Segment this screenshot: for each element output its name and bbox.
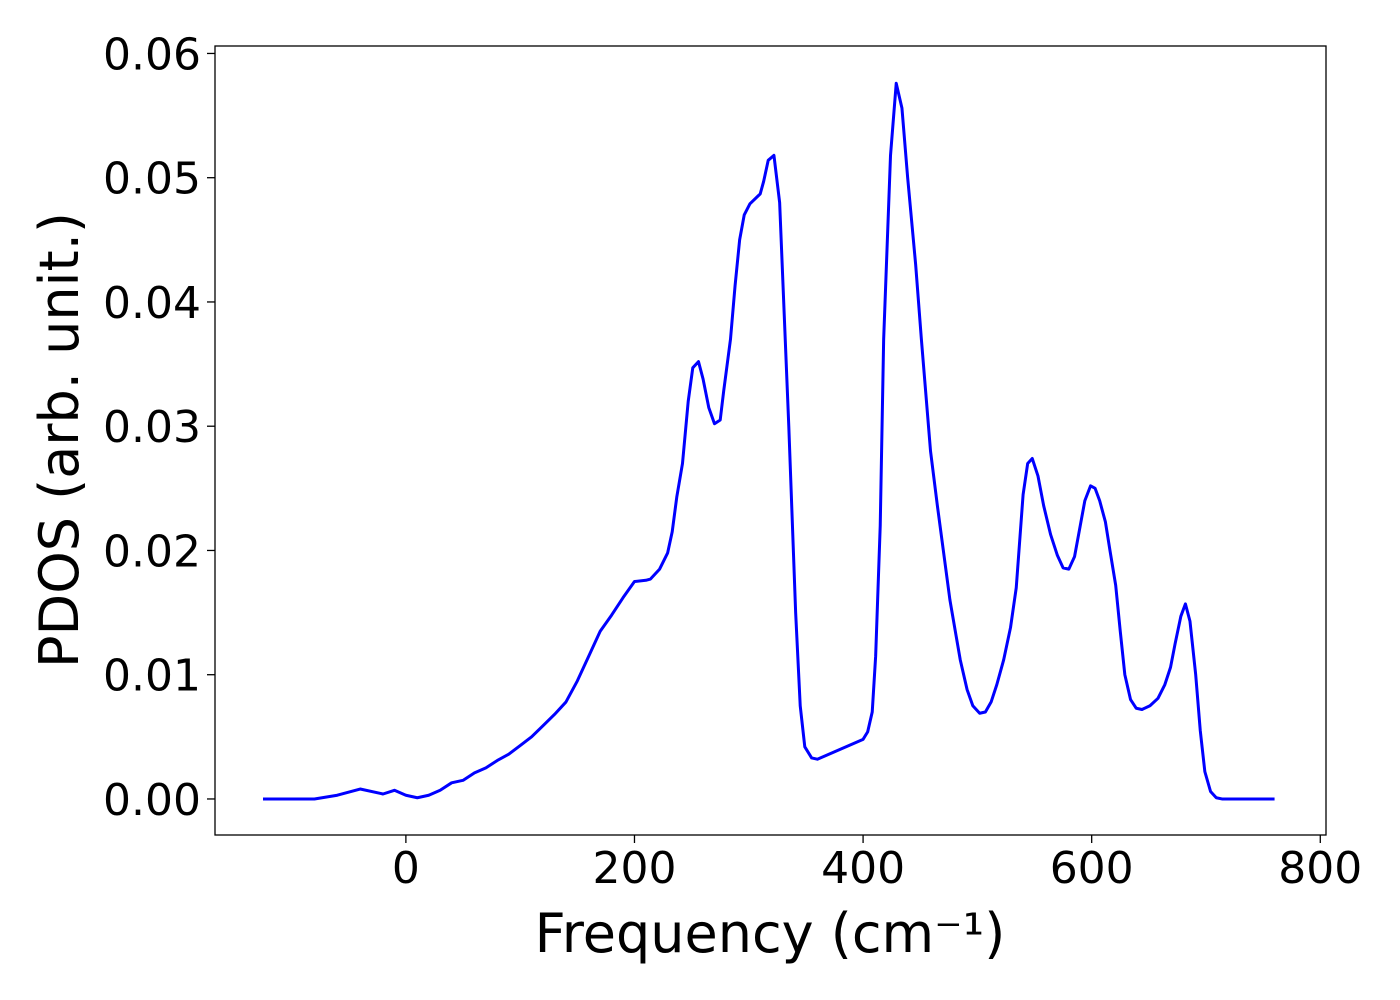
x-tick-label: 800 [1278, 843, 1362, 894]
data-line [263, 81, 1275, 801]
plot-frame [214, 45, 1327, 836]
y-tick-label: 0.01 [103, 651, 201, 702]
y-tick-label: 0.02 [103, 526, 201, 577]
y-tick-label: 0.04 [103, 278, 201, 329]
x-tick-label: 400 [821, 843, 905, 894]
x-tick-label: 0 [392, 843, 420, 894]
x-tick-label: 600 [1050, 843, 1134, 894]
x-axis-label: Frequency (cm⁻¹) [535, 902, 1006, 965]
x-tick-label: 200 [592, 843, 676, 894]
y-tick-label: 0.03 [103, 402, 201, 453]
y-tick-label: 0.00 [103, 775, 201, 826]
y-tick-label: 0.06 [103, 29, 201, 80]
y-axis-label: PDOS (arb. unit.) [28, 212, 91, 668]
y-tick-label: 0.05 [103, 154, 201, 205]
